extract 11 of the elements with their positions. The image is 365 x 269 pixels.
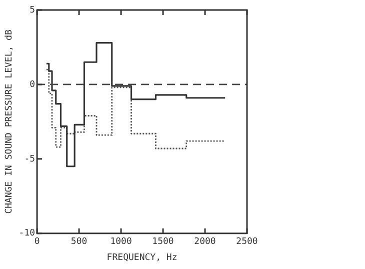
y-tick-label: 0 — [30, 80, 36, 90]
y-tick-label: 5 — [30, 5, 36, 16]
x-tick-label: 1000 — [110, 237, 132, 248]
y-axis-title: CHANGE IN SOUND PRESSURE LEVEL, dB — [4, 30, 15, 214]
x-axis-title: FREQUENCY, Hz — [106, 252, 178, 263]
x-tick-label: 2500 — [236, 237, 258, 248]
x-tick-label: 2000 — [194, 237, 216, 248]
x-tick-label: 1500 — [152, 237, 174, 248]
y-tick-label: -5 — [24, 154, 36, 164]
y-tick-label: -10 — [18, 228, 36, 239]
x-tick-label: 500 — [70, 237, 88, 248]
